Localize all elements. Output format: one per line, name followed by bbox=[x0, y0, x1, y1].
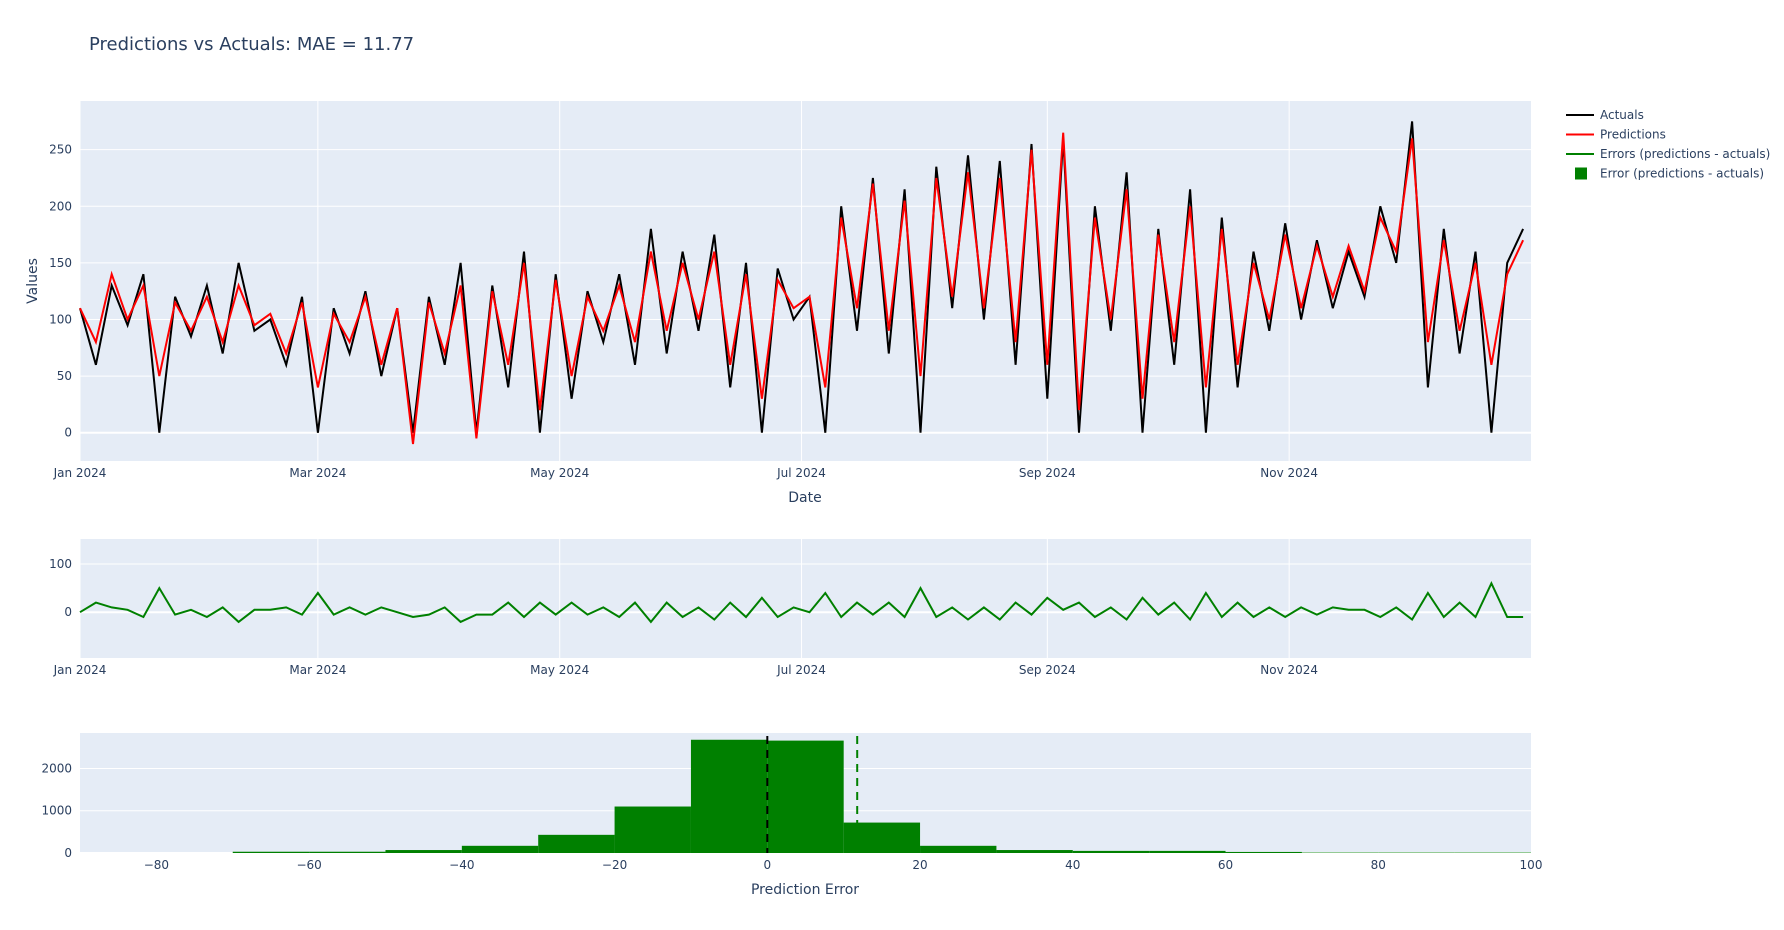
x-axis-title-error: Prediction Error bbox=[751, 882, 859, 898]
histogram-bar bbox=[767, 740, 844, 853]
y-tick-label: 200 bbox=[49, 199, 72, 213]
legend-item-label: Predictions bbox=[1600, 128, 1666, 142]
legend-item-label: Error (predictions - actuals) bbox=[1600, 167, 1764, 181]
y-axis-title: Values bbox=[25, 258, 41, 304]
x-tick-label: Jul 2024 bbox=[776, 466, 826, 480]
y-tick-label: 0 bbox=[64, 846, 72, 860]
y-tick-label: 100 bbox=[49, 312, 72, 326]
x-tick-label: May 2024 bbox=[530, 466, 589, 480]
x-tick-label: −80 bbox=[144, 858, 169, 872]
y-tick-label: 150 bbox=[49, 256, 72, 270]
y-tick-label: 1000 bbox=[41, 804, 72, 818]
x-tick-label: 80 bbox=[1371, 858, 1386, 872]
x-tick-label: 40 bbox=[1065, 858, 1080, 872]
legend-item-label: Errors (predictions - actuals) bbox=[1600, 147, 1770, 161]
histogram-bar bbox=[385, 850, 462, 853]
x-tick-label: Sep 2024 bbox=[1019, 466, 1076, 480]
x-tick-label: −20 bbox=[602, 858, 627, 872]
x-tick-label: Mar 2024 bbox=[289, 663, 346, 677]
x-tick-label: Sep 2024 bbox=[1019, 663, 1076, 677]
x-tick-label: Mar 2024 bbox=[289, 466, 346, 480]
x-tick-label: Jul 2024 bbox=[776, 663, 826, 677]
histogram-bar bbox=[1072, 850, 1150, 853]
histogram-bar bbox=[232, 851, 310, 853]
legend-item-label: Actuals bbox=[1600, 108, 1644, 122]
legend[interactable]: Actuals Predictions Errors (predictions - … bbox=[1566, 108, 1770, 181]
x-tick-label: −60 bbox=[296, 858, 321, 872]
histogram-bar bbox=[1225, 851, 1302, 853]
x-tick-label: −40 bbox=[449, 858, 474, 872]
x-axis-title-date: Date bbox=[788, 490, 821, 506]
series-line-predictions bbox=[79, 132, 1525, 445]
x-tick-label: 20 bbox=[912, 858, 927, 872]
x-tick-label: 0 bbox=[763, 858, 771, 872]
histogram-bar bbox=[843, 822, 921, 853]
series-line-errors bbox=[79, 580, 1524, 624]
error-plot: 0 100 Jan 2024 Mar 2024 May 2024 Jul 2024 Sep … bbox=[49, 539, 1531, 677]
x-tick-label: Jan 2024 bbox=[53, 466, 107, 480]
histogram-bar bbox=[614, 806, 691, 853]
y-tick-label: 250 bbox=[49, 143, 72, 157]
histogram-bar bbox=[690, 739, 768, 853]
x-tick-label: Nov 2024 bbox=[1260, 663, 1318, 677]
legend-square-icon bbox=[1575, 167, 1587, 180]
x-tick-label: May 2024 bbox=[530, 663, 589, 677]
plot-background bbox=[80, 101, 1531, 461]
x-tick-label: 60 bbox=[1218, 858, 1233, 872]
histogram-plot: 0 1000 2000 −80 −60 −40 −20 0 20 40 60 80 100 bbox=[41, 733, 1542, 872]
y-tick-label: 0 bbox=[64, 426, 72, 440]
y-tick-label: 50 bbox=[57, 369, 72, 383]
histogram-bar bbox=[920, 845, 997, 853]
histogram-bar bbox=[461, 845, 539, 853]
top-plot: 0 50 100 150 200 250 Jan 2024 Mar 2024 May 2024 J… bbox=[49, 101, 1531, 480]
histogram-bar bbox=[538, 834, 615, 853]
series-line-actuals bbox=[79, 121, 1525, 433]
chart-title: Predictions vs Actuals: MAE = 11.77 bbox=[89, 34, 414, 55]
histogram-bar bbox=[309, 851, 386, 853]
plot-background bbox=[80, 539, 1531, 658]
histogram-bar bbox=[996, 850, 1073, 853]
histogram-bar bbox=[1149, 850, 1226, 853]
y-tick-label: 0 bbox=[64, 605, 72, 619]
y-tick-label: 100 bbox=[49, 557, 72, 571]
x-tick-label: 100 bbox=[1520, 858, 1543, 872]
x-tick-label: Nov 2024 bbox=[1260, 466, 1318, 480]
x-tick-label: Jan 2024 bbox=[53, 663, 107, 677]
y-tick-label: 2000 bbox=[41, 761, 72, 775]
